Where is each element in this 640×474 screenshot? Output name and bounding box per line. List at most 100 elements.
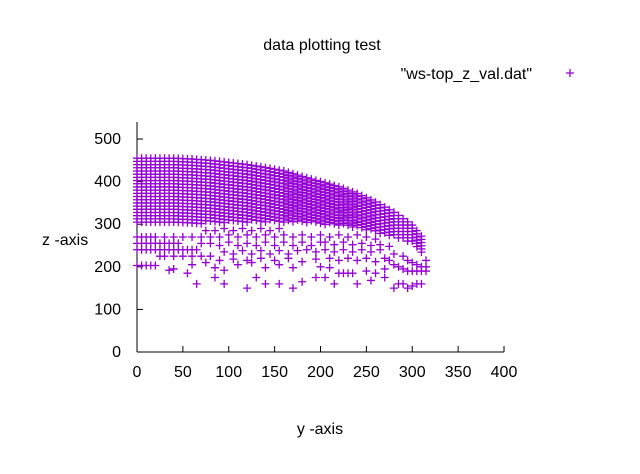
data-point xyxy=(321,238,330,247)
data-point xyxy=(371,235,380,244)
y-tick-label: 100 xyxy=(94,301,121,318)
data-point xyxy=(275,279,284,288)
data-point xyxy=(298,230,307,239)
data-point xyxy=(321,273,330,282)
data-point xyxy=(380,254,389,263)
data-point xyxy=(220,266,229,275)
data-point xyxy=(243,284,252,293)
data-point xyxy=(339,238,348,247)
data-point xyxy=(362,233,371,241)
data-point xyxy=(288,284,297,293)
data-point xyxy=(169,264,178,273)
y-axis-label: z -axis xyxy=(42,232,88,249)
data-point xyxy=(215,233,224,241)
x-tick-label: 0 xyxy=(133,364,142,381)
data-point xyxy=(339,245,348,254)
data-point xyxy=(224,238,233,247)
data-point xyxy=(311,255,320,264)
data-point xyxy=(266,226,275,235)
data-point xyxy=(288,241,297,250)
data-point xyxy=(353,230,362,239)
data-point xyxy=(399,279,408,288)
data-point xyxy=(233,260,242,269)
data-point xyxy=(348,269,357,278)
data-point xyxy=(325,218,334,227)
data-point xyxy=(243,230,252,239)
data-point xyxy=(417,279,426,288)
data-point xyxy=(151,261,160,270)
data-point xyxy=(298,238,307,247)
data-point xyxy=(353,279,362,288)
data-point xyxy=(325,233,334,241)
data-point xyxy=(371,257,380,266)
chart-title: data plotting test xyxy=(263,37,381,54)
data-point xyxy=(192,245,201,254)
data-point xyxy=(380,273,389,282)
data-point xyxy=(353,256,362,265)
data-point xyxy=(284,216,293,225)
data-point xyxy=(206,239,215,248)
x-axis-label: y -axis xyxy=(297,421,343,438)
data-point xyxy=(357,223,366,232)
data-point xyxy=(256,217,265,226)
data-point xyxy=(233,241,242,250)
data-point xyxy=(302,218,311,227)
data-point xyxy=(247,250,256,259)
data-point xyxy=(353,221,362,230)
data-point xyxy=(270,241,279,250)
data-point xyxy=(321,220,330,229)
data-point xyxy=(376,240,385,249)
data-point xyxy=(334,221,343,230)
data-point xyxy=(408,237,417,246)
data-point xyxy=(178,252,187,261)
data-point xyxy=(243,256,252,265)
data-point xyxy=(160,252,169,261)
data-point xyxy=(192,279,201,288)
data-point xyxy=(220,247,229,256)
data-point xyxy=(206,252,215,261)
data-point xyxy=(311,217,320,226)
data-point xyxy=(307,241,316,250)
data-point xyxy=(188,260,197,269)
data-point xyxy=(422,262,431,271)
data-point xyxy=(238,246,247,255)
tick-labels: 0 50 100 150 200 250 300 350 400 0 100 200 300 400 500 xyxy=(94,131,517,381)
data-point xyxy=(348,247,357,256)
data-point xyxy=(279,230,288,239)
x-tick-label: 200 xyxy=(307,364,334,381)
data-point xyxy=(344,221,353,230)
data-point xyxy=(316,262,325,271)
data-point xyxy=(334,256,343,265)
data-point xyxy=(270,233,279,241)
x-tick-label: 400 xyxy=(491,364,518,381)
data-point xyxy=(229,255,238,264)
data-point xyxy=(201,226,210,235)
data-point xyxy=(325,263,334,272)
data-point xyxy=(215,241,224,250)
data-point xyxy=(229,226,238,235)
data-point xyxy=(288,217,297,226)
data-point xyxy=(316,230,325,239)
data-point xyxy=(256,224,265,233)
data-point xyxy=(325,254,334,263)
data-point xyxy=(330,219,339,228)
data-point xyxy=(394,262,403,271)
data-points xyxy=(133,154,431,293)
x-tick-label: 100 xyxy=(215,364,242,381)
data-point xyxy=(275,224,284,233)
data-point xyxy=(252,216,261,225)
legend: "ws-top_z_val.dat" xyxy=(401,66,574,83)
data-point xyxy=(403,284,412,293)
data-point xyxy=(385,256,394,265)
data-point xyxy=(247,258,256,267)
data-point xyxy=(261,279,270,288)
data-point xyxy=(389,250,398,259)
data-point xyxy=(366,224,375,233)
data-point xyxy=(298,217,307,226)
y-tick-label: 200 xyxy=(94,259,121,276)
data-point xyxy=(261,238,270,247)
y-tick-label: 0 xyxy=(112,344,121,361)
data-point xyxy=(252,273,261,282)
data-point xyxy=(261,217,270,226)
data-point xyxy=(284,254,293,263)
